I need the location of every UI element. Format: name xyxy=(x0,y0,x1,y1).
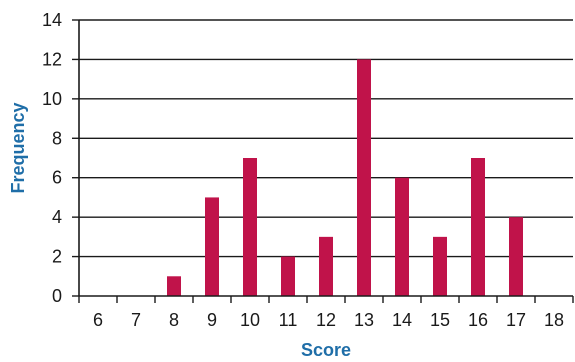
y-tick-label: 8 xyxy=(52,128,62,148)
x-axis-title: Score xyxy=(301,340,351,360)
bar xyxy=(205,197,219,296)
x-tick-label: 8 xyxy=(169,310,179,330)
x-tick-label: 7 xyxy=(131,310,141,330)
x-tick-label: 9 xyxy=(207,310,217,330)
y-axis-title: Frequency xyxy=(8,102,28,193)
x-tick-label: 12 xyxy=(316,310,336,330)
bar xyxy=(395,177,409,296)
axes xyxy=(72,19,574,303)
y-tick-label: 14 xyxy=(42,10,62,30)
x-tick-label: 17 xyxy=(506,310,526,330)
x-tick-label: 6 xyxy=(93,310,103,330)
gridlines xyxy=(79,19,573,258)
bar xyxy=(319,236,333,296)
y-tick-labels: 0 2 4 6 8 10 12 14 xyxy=(42,10,62,306)
x-tick-label: 11 xyxy=(279,310,298,330)
bar xyxy=(471,158,485,296)
x-tick-label: 10 xyxy=(240,310,260,330)
bar xyxy=(357,59,371,296)
y-tick-label: 0 xyxy=(52,286,62,306)
bar xyxy=(433,236,447,296)
x-tick-labels: 6 7 8 9 10 11 12 13 14 15 16 17 18 xyxy=(93,310,564,330)
x-tick-label: 14 xyxy=(392,310,412,330)
y-tick-label: 12 xyxy=(42,49,62,69)
x-tick-label: 16 xyxy=(468,310,488,330)
bar xyxy=(281,256,295,296)
bar xyxy=(167,276,181,296)
bar xyxy=(509,217,523,296)
x-tick-label: 15 xyxy=(430,310,450,330)
x-tick-label: 18 xyxy=(544,310,564,330)
y-tick-label: 4 xyxy=(52,207,62,227)
y-tick-label: 2 xyxy=(52,247,62,267)
bar xyxy=(243,158,257,296)
x-tick-label: 13 xyxy=(354,310,374,330)
bars xyxy=(167,59,523,296)
y-tick-label: 10 xyxy=(42,89,62,109)
y-tick-label: 6 xyxy=(52,168,62,188)
